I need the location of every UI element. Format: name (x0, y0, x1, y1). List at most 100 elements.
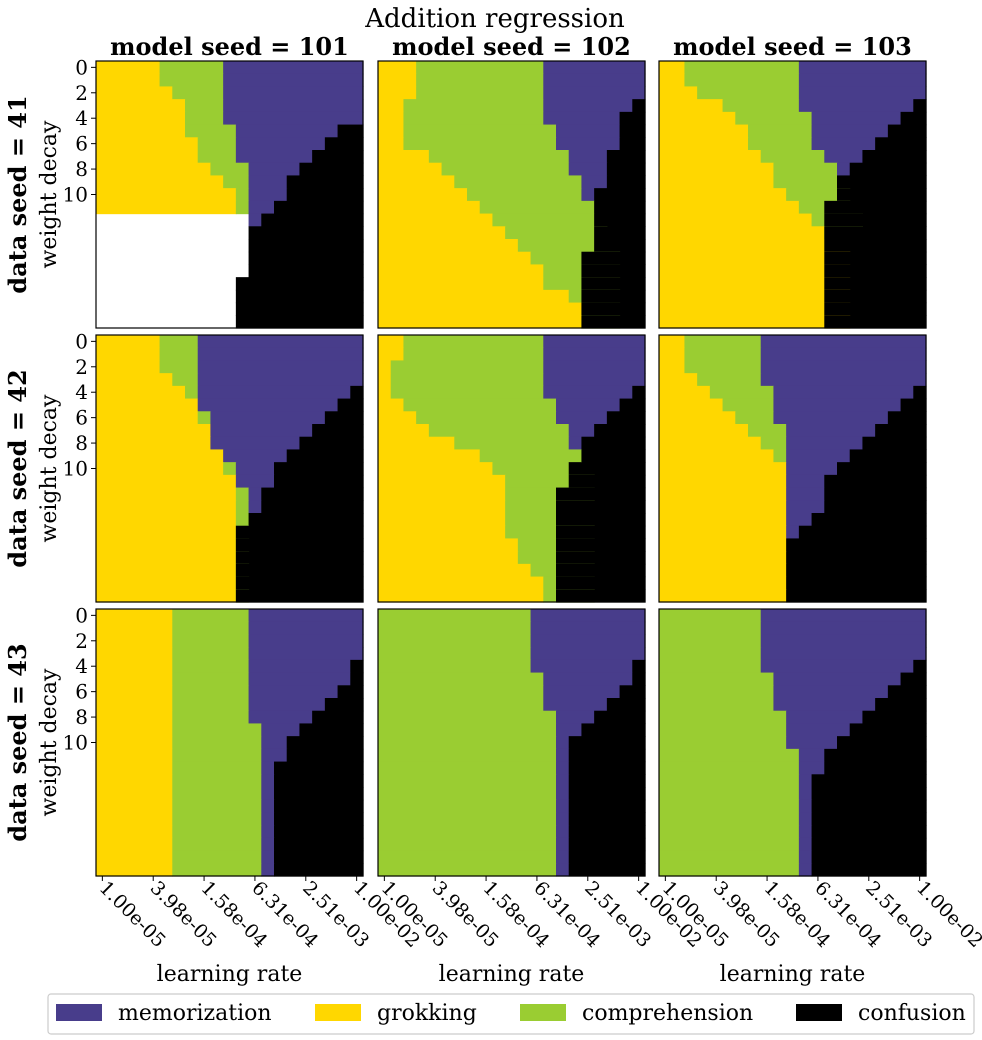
heatmap-cell-memorization (235, 124, 339, 138)
heatmap-cell-confusion (594, 226, 646, 240)
heatmap-cell-grokking (96, 137, 199, 151)
heatmap-cell-grokking (659, 315, 851, 329)
heatmap-cell-confusion (299, 436, 364, 451)
heatmap-cell-comprehension (735, 411, 775, 425)
heatmap-cell-grokking (96, 774, 173, 788)
heatmap-cell-memorization (773, 398, 902, 412)
heatmap-cell-confusion (875, 698, 927, 712)
figure-title: Addition regression (364, 4, 625, 34)
heatmap-cell-grokking (659, 188, 787, 202)
heatmap-cell-confusion (824, 239, 927, 253)
heatmap-cell-grokking (659, 86, 698, 100)
heatmap-cell-confusion (887, 685, 927, 699)
heatmap-cell-grokking (659, 289, 851, 304)
heatmap-cell-memorization (261, 787, 275, 801)
heatmap-cell-grokking (96, 424, 212, 438)
heatmap-cell-memorization (786, 525, 800, 540)
heatmap-cell-memorization (248, 188, 288, 202)
heatmap-cell-grokking (96, 589, 237, 603)
heatmap-cell-grokking (659, 373, 698, 387)
legend-box (47, 993, 975, 1035)
x-axis-label: learning rate (439, 962, 585, 987)
heatmap-cell-confusion (619, 685, 646, 699)
heatmap-cell-memorization (786, 513, 813, 527)
heatmap-cell-grokking (659, 200, 800, 215)
heatmap-cell-memorization (556, 863, 570, 877)
heatmap-cell-memorization (773, 685, 889, 699)
heatmap-cell-comprehension (172, 698, 250, 712)
heatmap-cell-confusion (837, 175, 927, 189)
heatmap-cell-confusion (900, 111, 927, 126)
heatmap-cell-grokking (96, 825, 173, 839)
legend-swatch (315, 1004, 361, 1021)
heatmap-cell-memorization (786, 474, 825, 489)
heatmap-cell-comprehension (378, 659, 532, 674)
heatmap-cell-memorization (543, 335, 646, 349)
y-tick-label: 0 (75, 55, 88, 79)
heatmap-cell-confusion (786, 551, 927, 565)
heatmap-cell-memorization (543, 111, 621, 126)
heatmap-cell-comprehension (378, 710, 557, 725)
heatmap-cell-comprehension (172, 736, 262, 750)
heatmap-cell-comprehension (760, 436, 787, 451)
heatmap-cell-grokking (378, 462, 494, 476)
heatmap-cell-memorization (248, 162, 301, 177)
y-tick-label: 10 (63, 183, 88, 207)
heatmap-cell-confusion (594, 239, 646, 253)
heatmap-cell-comprehension (235, 500, 250, 514)
heatmap-cell-memorization (530, 659, 633, 674)
heatmap-cell-grokking (96, 621, 173, 636)
heatmap-cell-grokking (96, 162, 212, 177)
heatmap-cell-comprehension (684, 61, 800, 75)
heatmap-cell-memorization (798, 837, 813, 852)
heatmap-cell-grokking (659, 538, 787, 552)
heatmap-cell-confusion (619, 111, 646, 126)
heatmap-cell-grokking (659, 335, 686, 349)
heatmap-cell-comprehension (378, 850, 557, 864)
heatmap-cell-grokking (96, 411, 199, 425)
heatmap-cell-memorization (556, 850, 570, 864)
heatmap-cell-memorization (798, 748, 825, 763)
heatmap-cell-grokking (378, 513, 506, 527)
heatmap-cell-confusion (594, 424, 646, 438)
heatmap-cell-confusion (811, 774, 927, 788)
heatmap-cell-memorization (197, 373, 364, 387)
heatmap-cell-comprehension (454, 436, 570, 451)
heatmap-cell-grokking (659, 99, 724, 113)
heatmap-cell-memorization (223, 99, 364, 113)
heatmap-cell-grokking (659, 124, 749, 138)
heatmap-cell-comprehension (659, 787, 800, 801)
heatmap-cell-comprehension (185, 99, 224, 113)
heatmap-cell-grokking (96, 500, 237, 514)
heatmap-cell-confusion (274, 774, 364, 788)
heatmap-cell-grokking (378, 162, 443, 177)
heatmap-cell-memorization (261, 850, 275, 864)
column-header: model seed = 103 (673, 32, 912, 61)
heatmap-cell-comprehension (159, 73, 224, 88)
heatmap-cell-comprehension (197, 411, 212, 425)
row-header: data seed = 42 (3, 369, 32, 567)
heatmap-cell-memorization (556, 787, 570, 801)
heatmap-cell-memorization (760, 634, 927, 648)
heatmap-cell-memorization (556, 774, 570, 788)
heatmap-cell-confusion (875, 424, 927, 438)
heatmap-cell-memorization (786, 424, 876, 438)
legend-label: memorization (118, 1001, 272, 1026)
heatmap-cell-confusion (235, 538, 364, 552)
heatmap-cell-confusion (274, 799, 364, 814)
heatmap-cell-comprehension (378, 621, 532, 636)
heatmap-cell-memorization (543, 86, 646, 100)
heatmap-cell-comprehension (467, 188, 583, 202)
heatmap-cell-grokking (378, 302, 583, 316)
heatmap-cell-grokking (659, 576, 787, 590)
heatmap-cell-memorization (261, 812, 275, 826)
heatmap-cell-memorization (235, 137, 326, 151)
heatmap-cell-comprehension (378, 736, 557, 750)
heatmap-cell-confusion (594, 710, 646, 725)
y-tick-label: 6 (75, 132, 88, 156)
heatmap-cell-comprehension (659, 634, 762, 648)
heatmap-cell-confusion (824, 474, 927, 489)
heatmap-cell-confusion (568, 812, 646, 826)
heatmap-cell-comprehension (709, 385, 775, 400)
heatmap-cell-confusion (286, 449, 364, 463)
